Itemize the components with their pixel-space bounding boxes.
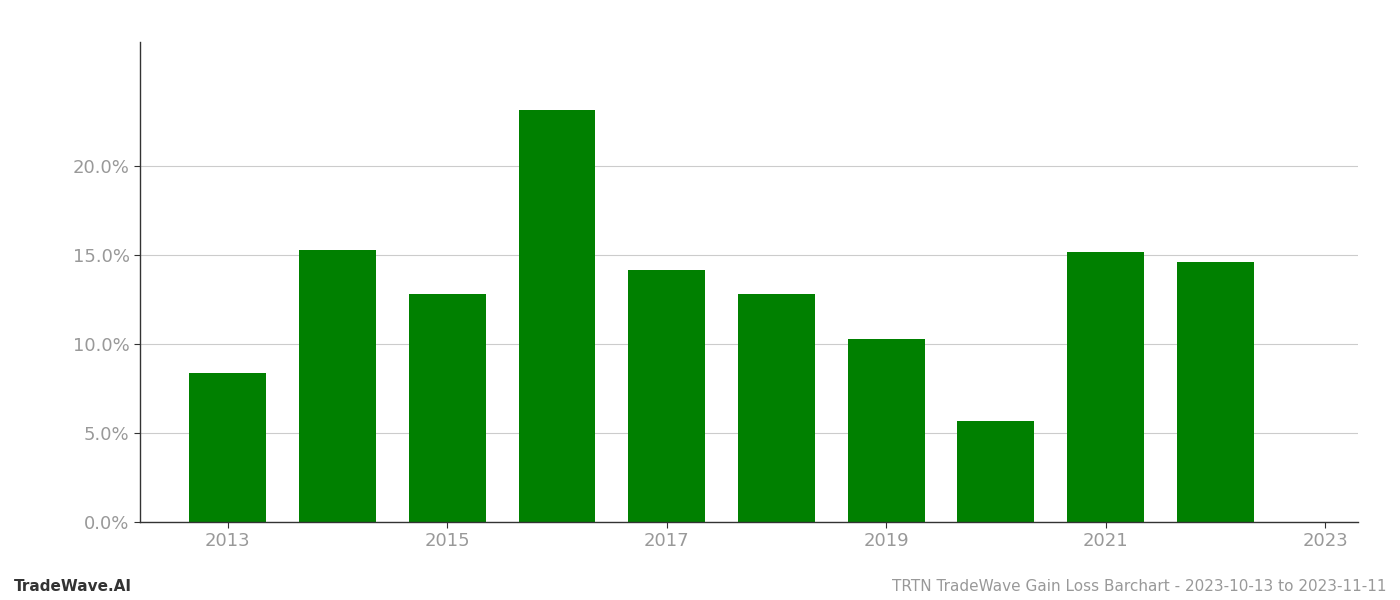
Bar xyxy=(629,269,706,522)
Bar xyxy=(1177,262,1254,522)
Bar xyxy=(409,295,486,522)
Bar xyxy=(518,110,595,522)
Bar xyxy=(189,373,266,522)
Bar xyxy=(1067,252,1144,522)
Text: TradeWave.AI: TradeWave.AI xyxy=(14,579,132,594)
Bar xyxy=(958,421,1035,522)
Text: TRTN TradeWave Gain Loss Barchart - 2023-10-13 to 2023-11-11: TRTN TradeWave Gain Loss Barchart - 2023… xyxy=(892,579,1386,594)
Bar xyxy=(738,295,815,522)
Bar xyxy=(848,339,924,522)
Bar xyxy=(300,250,377,522)
